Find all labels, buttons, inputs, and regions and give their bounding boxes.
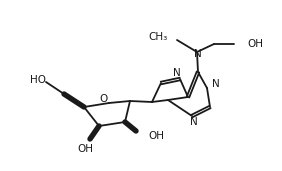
Text: N: N [194, 49, 202, 59]
Text: N: N [190, 117, 198, 127]
Text: OH: OH [247, 39, 263, 49]
Text: N: N [212, 79, 220, 89]
Text: HO: HO [30, 75, 46, 85]
Text: CH₃: CH₃ [149, 32, 168, 42]
Text: OH: OH [77, 144, 93, 154]
Text: N: N [173, 68, 181, 78]
Text: OH: OH [148, 131, 164, 141]
Text: O: O [99, 94, 107, 104]
